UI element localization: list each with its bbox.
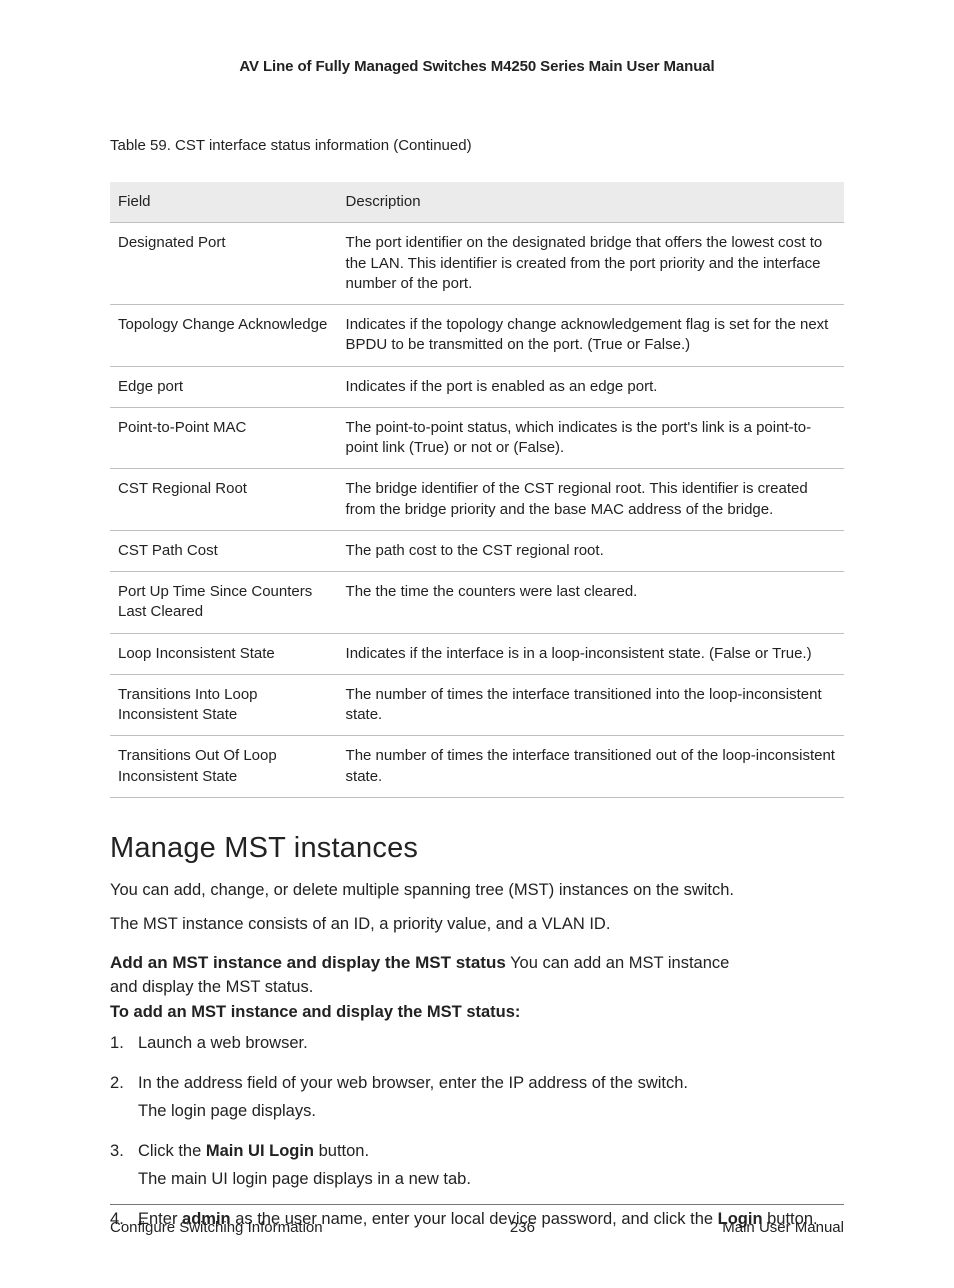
text-fragment: Click the [138,1142,206,1160]
cell-desc: Indicates if the interface is in a loop-… [338,633,844,674]
table-row: Transitions Into Loop Inconsistent State… [110,674,844,736]
cell-field: Point-to-Point MAC [110,407,338,469]
step-item: Launch a web browser. [110,1032,844,1056]
cell-field: Transitions Out Of Loop Inconsistent Sta… [110,736,338,798]
table-row: Edge port Indicates if the port is enabl… [110,366,844,407]
col-header-description: Description [338,182,844,223]
table-row: Point-to-Point MAC The point-to-point st… [110,407,844,469]
runin-text: You can add an MST instance [506,954,730,972]
table-header-row: Field Description [110,182,844,223]
body-paragraph: You can add, change, or delete multiple … [110,879,844,903]
cell-desc: The bridge identifier of the CST regiona… [338,469,844,531]
procedure-steps: Launch a web browser. In the address fie… [110,1032,844,1232]
document-title: AV Line of Fully Managed Switches M4250 … [110,58,844,75]
table-row: Transitions Out Of Loop Inconsistent Sta… [110,736,844,798]
text-fragment: button. [314,1142,369,1160]
page-footer: Configure Switching Information 236 Main… [110,1204,844,1236]
cell-desc: The number of times the interface transi… [338,674,844,736]
cell-desc: Indicates if the port is enabled as an e… [338,366,844,407]
table-row: Designated Port The port identifier on t… [110,223,844,305]
cell-desc: The point-to-point status, which indicat… [338,407,844,469]
footer-right: Main User Manual [722,1219,844,1236]
page: AV Line of Fully Managed Switches M4250 … [0,0,954,1288]
body-paragraph: The MST instance consists of an ID, a pr… [110,913,844,937]
step-item: Click the Main UI Login button. The main… [110,1140,844,1192]
step-text: In the address field of your web browser… [138,1074,688,1092]
cell-field: Edge port [110,366,338,407]
runin-paragraph: Add an MST instance and display the MST … [110,951,844,1000]
footer-left: Configure Switching Information [110,1219,323,1236]
runin-heading: Add an MST instance and display the MST … [110,953,506,972]
cell-desc: The the time the counters were last clea… [338,572,844,634]
cell-field: CST Path Cost [110,530,338,571]
table-row: Topology Change Acknowledge Indicates if… [110,305,844,367]
step-item: In the address field of your web browser… [110,1072,844,1124]
table-caption: Table 59. CST interface status informati… [110,137,844,154]
table-row: Loop Inconsistent State Indicates if the… [110,633,844,674]
cell-desc: The number of times the interface transi… [338,736,844,798]
section-heading: Manage MST instances [110,832,844,865]
cell-field: Transitions Into Loop Inconsistent State [110,674,338,736]
runin-text: and display the MST status. [110,978,313,996]
step-text: Launch a web browser. [138,1034,308,1052]
footer-page-number: 236 [510,1219,535,1236]
bold-text: Main UI Login [206,1142,314,1160]
cell-field: Port Up Time Since Counters Last Cleared [110,572,338,634]
cell-field: Loop Inconsistent State [110,633,338,674]
step-subtext: The main UI login page displays in a new… [138,1168,844,1192]
cell-field: Topology Change Acknowledge [110,305,338,367]
cell-desc: The path cost to the CST regional root. [338,530,844,571]
procedure-title: To add an MST instance and display the M… [110,1003,844,1022]
step-text: Click the Main UI Login button. [138,1142,369,1160]
cell-field: Designated Port [110,223,338,305]
step-subtext: The login page displays. [138,1100,844,1124]
table-row: CST Path Cost The path cost to the CST r… [110,530,844,571]
cell-field: CST Regional Root [110,469,338,531]
table-row: Port Up Time Since Counters Last Cleared… [110,572,844,634]
table-row: CST Regional Root The bridge identifier … [110,469,844,531]
cell-desc: Indicates if the topology change acknowl… [338,305,844,367]
col-header-field: Field [110,182,338,223]
cell-desc: The port identifier on the designated br… [338,223,844,305]
cst-status-table: Field Description Designated Port The po… [110,182,844,798]
